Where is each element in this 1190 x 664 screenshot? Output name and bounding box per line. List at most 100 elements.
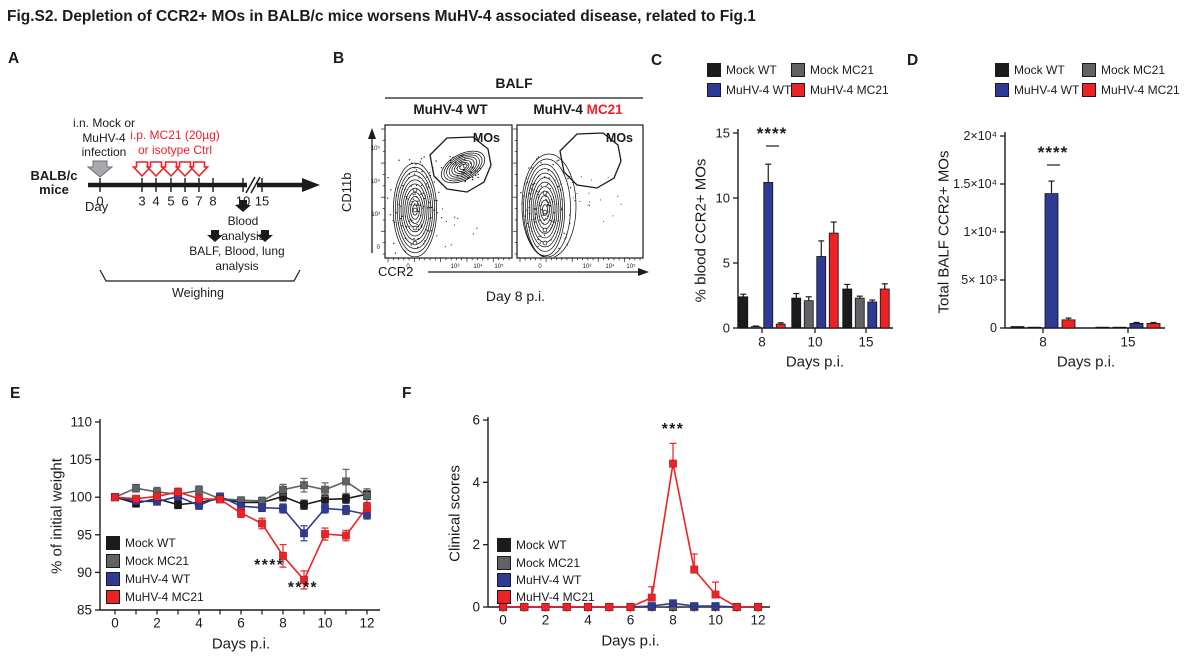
legend-label: Mock WT — [726, 63, 777, 77]
scatter-dot — [410, 244, 412, 246]
flow-plot2-title-suffix: MC21 — [586, 102, 623, 117]
x-tick-label: 0 — [111, 616, 119, 631]
data-point — [690, 565, 699, 574]
scatter-dot — [589, 204, 591, 206]
y-tick-label: 0 — [990, 321, 997, 335]
legend-item-e: Mock WT — [106, 536, 176, 550]
x-tick-label: 8 — [1039, 335, 1047, 350]
legend-swatch — [497, 556, 511, 570]
panel-f-label: F — [402, 385, 412, 402]
data-point — [647, 593, 656, 602]
mos-gate-2 — [559, 132, 622, 189]
y-axis-label: % of initial weight — [49, 457, 66, 574]
scatter-dot — [544, 217, 547, 220]
legend-item-f: MuHV-4 MC21 — [497, 590, 595, 604]
legend-label: MuHV-4 WT — [1014, 83, 1080, 97]
y-tick-label: 100 — [69, 490, 92, 505]
scatter-dot — [433, 181, 436, 183]
scatter-dot — [534, 218, 536, 220]
analysis-arrow-icon — [257, 230, 273, 242]
scatter-dot — [416, 203, 418, 205]
scatter-dot — [476, 227, 478, 229]
contour — [393, 162, 437, 257]
data-point — [498, 602, 508, 612]
scatter-dot — [531, 167, 533, 169]
scatter-dot — [472, 233, 475, 235]
y-tick-label: 4 — [472, 475, 480, 490]
scatter-dot — [547, 169, 549, 172]
scatter-dot — [417, 228, 420, 231]
scatter-dot — [552, 164, 554, 166]
data-point — [668, 459, 678, 468]
x-tick-label: 10 — [317, 616, 332, 631]
contour — [410, 200, 420, 220]
bar — [1095, 326, 1110, 329]
x-tick-label: 8 — [758, 335, 766, 350]
x-tick-label: 2 — [153, 616, 161, 631]
y-axis-label: Total BALF CCR2+ MOs — [936, 151, 953, 314]
contour — [521, 153, 577, 257]
balbc-mice-label: BALB/c mice — [30, 168, 78, 197]
scatter-dot — [591, 179, 593, 181]
contour — [523, 158, 571, 257]
x-axis-label: Days p.i. — [1057, 353, 1115, 370]
scatter-dot — [535, 213, 537, 215]
day-axis-label: Day — [85, 199, 109, 214]
scatter-dot — [450, 244, 452, 246]
timeline-tick-label: 0 — [96, 194, 103, 209]
x-tick-label: 0 — [499, 613, 507, 628]
weighing-label: Weighing — [172, 286, 224, 300]
legend-item-f: MuHV-4 WT — [497, 573, 581, 587]
scatter-dot — [530, 198, 532, 200]
significance-stars: **** — [254, 557, 284, 574]
flow-x-tick-label: 0 — [538, 264, 542, 270]
data-point — [711, 590, 720, 599]
flow-y-tick-label: 10³ — [371, 212, 380, 218]
treatment-arrow-icon — [145, 161, 167, 178]
treatment-arrow-icon — [131, 161, 153, 178]
scatter-dot — [420, 193, 422, 195]
legend-item-f: Mock WT — [497, 538, 567, 552]
data-point — [520, 602, 529, 612]
legend-swatch — [707, 83, 721, 97]
scatter-dot — [393, 242, 395, 245]
data-point — [173, 500, 183, 509]
data-point — [299, 481, 309, 490]
scatter-dot — [419, 204, 421, 206]
contour-core — [542, 209, 548, 215]
scatter-dot — [572, 197, 574, 199]
significance-stars: *** — [662, 421, 685, 438]
x-axis-label: Days p.i. — [601, 632, 659, 649]
scatter-dot — [420, 158, 423, 160]
contour-core — [412, 225, 418, 231]
contour — [402, 183, 428, 237]
scatter-dot — [435, 160, 437, 162]
scatter-dot — [387, 176, 389, 179]
flow-plot2-population — [520, 153, 622, 257]
ccr2-arrowhead-icon — [638, 268, 649, 276]
scatter-dot — [589, 201, 591, 203]
y-axis-label: Clinical scores — [447, 465, 464, 562]
data-point — [341, 494, 351, 503]
scatter-dot — [549, 219, 552, 222]
scatter-dot — [556, 160, 558, 162]
contour-core — [412, 240, 418, 246]
flow-plot1-title-prefix: MuHV-4 — [413, 102, 467, 117]
contour — [446, 154, 480, 180]
scatter-dot — [453, 224, 456, 226]
scatter-dot — [475, 174, 477, 177]
legend-label: Mock WT — [125, 536, 176, 550]
infection-label: i.n. Mock or MuHV-4 infection — [72, 116, 135, 159]
contour — [456, 162, 470, 172]
contour — [412, 204, 418, 216]
scatter-dot — [445, 220, 447, 223]
scatter-dot — [389, 214, 392, 216]
legend-item-d: Mock WT — [995, 63, 1065, 77]
data-point — [257, 503, 267, 512]
legend-label: MuHV-4 MC21 — [516, 590, 595, 604]
infection-arrow-icon — [86, 160, 114, 178]
flow-plot-frame — [516, 124, 644, 259]
data-point — [173, 487, 183, 496]
